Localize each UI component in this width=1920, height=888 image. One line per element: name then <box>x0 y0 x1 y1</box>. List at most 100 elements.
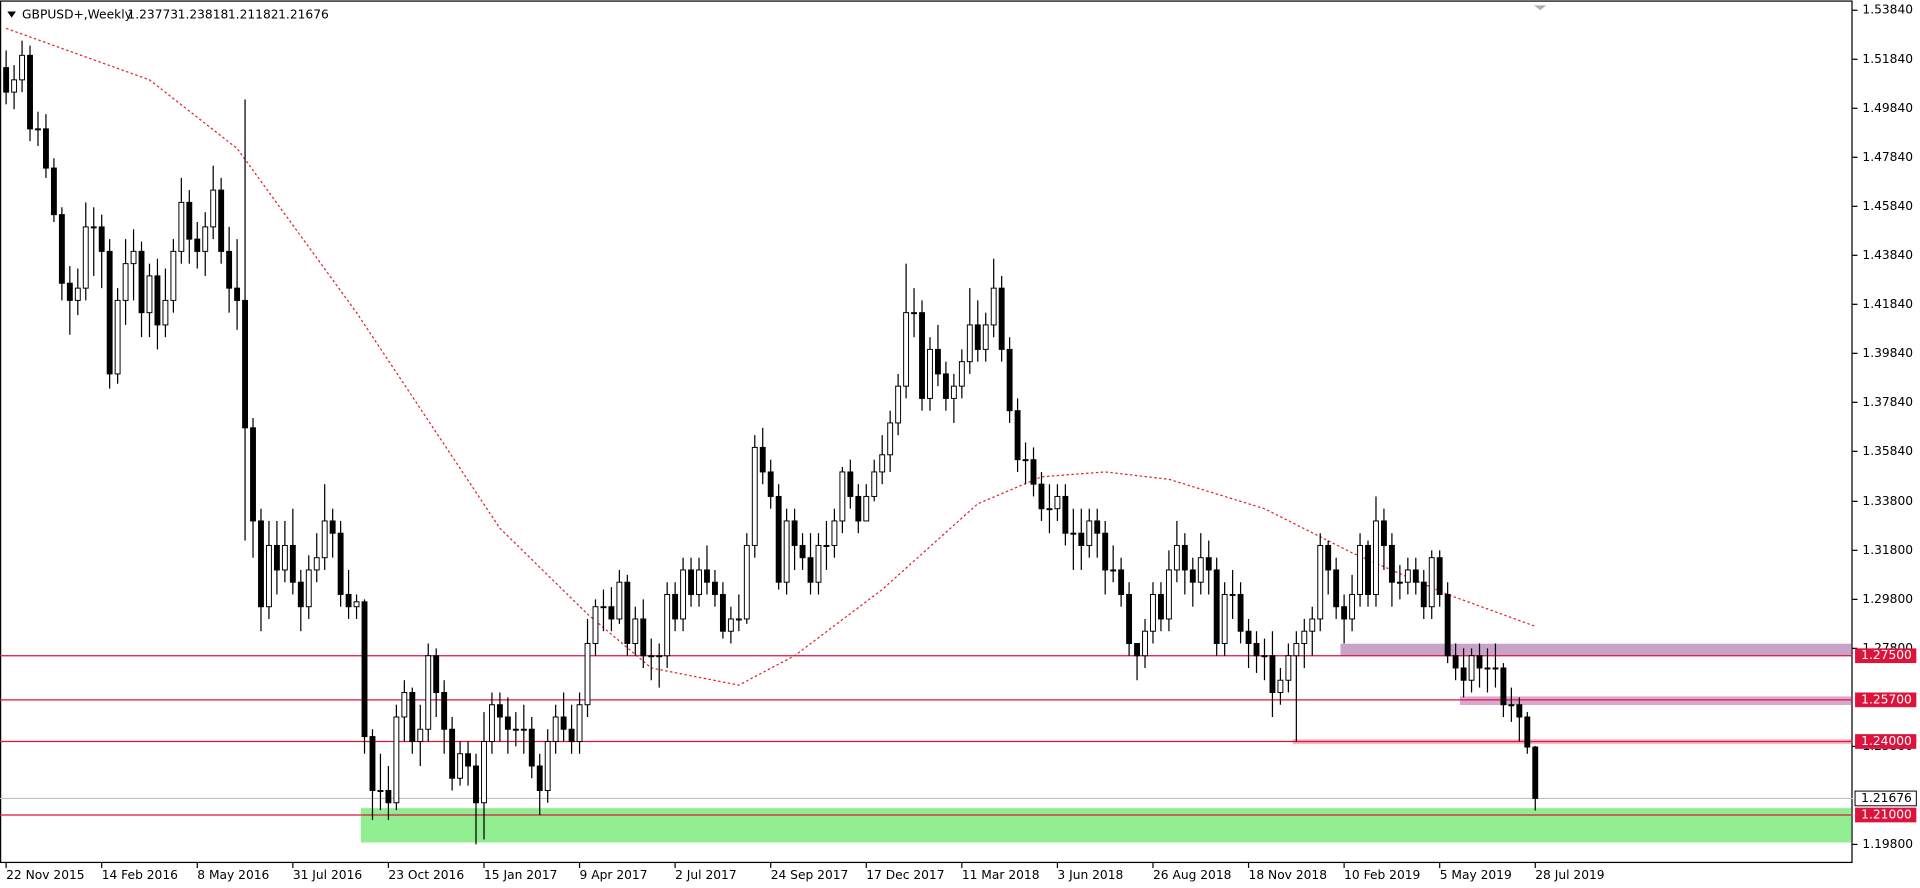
candle-body <box>1277 679 1284 693</box>
candle-body <box>1006 348 1013 412</box>
candle-body <box>1309 618 1316 632</box>
candle-body <box>608 606 615 620</box>
candle-body <box>345 593 352 608</box>
candle-body <box>839 471 846 522</box>
candle-body <box>719 593 726 632</box>
candle-body <box>178 201 185 252</box>
x-tick-label: 17 Dec 2017 <box>866 868 944 882</box>
level-label-box <box>1855 807 1917 823</box>
candle-body <box>544 741 551 791</box>
candle-body <box>759 446 766 473</box>
candle-body <box>1388 544 1395 583</box>
candle-body <box>592 606 599 644</box>
candle-body <box>1444 593 1451 657</box>
candle-body <box>3 67 10 93</box>
level-label: 1.21000 <box>1861 808 1912 822</box>
x-tick-label: 28 Jul 2019 <box>1535 868 1604 882</box>
candle-body <box>1046 508 1053 511</box>
candle-body <box>1285 655 1292 681</box>
level-label: 1.24000 <box>1861 734 1912 748</box>
candle-body <box>170 250 177 301</box>
candle-body <box>1341 606 1348 620</box>
y-tick-label: 1.37840 <box>1862 395 1913 409</box>
candle-body <box>536 765 543 791</box>
candle-body <box>1357 544 1363 595</box>
candle-body <box>1221 593 1228 644</box>
candle-body <box>1381 520 1387 546</box>
candle-body <box>186 201 193 240</box>
candle-body <box>1524 716 1531 748</box>
candle-body <box>775 495 782 583</box>
level-label: 1.27500 <box>1861 648 1912 662</box>
candle-body <box>1181 544 1188 571</box>
candle-body <box>297 581 304 608</box>
candle-body <box>807 557 814 583</box>
candle-body <box>1118 569 1125 595</box>
candle-body <box>98 226 105 252</box>
candle-body <box>1054 495 1061 510</box>
candle-body <box>496 704 503 718</box>
candle-body <box>1126 593 1133 644</box>
candle-body <box>528 728 535 767</box>
candle-body <box>616 581 623 620</box>
candle-body <box>449 728 456 779</box>
header-open: 1.23773 <box>127 8 178 22</box>
candle-body <box>576 704 583 742</box>
candle-body <box>911 312 917 315</box>
chart-title: GBPUSD+,Weekly <box>22 8 132 22</box>
candle-body <box>751 446 758 546</box>
candle-body <box>1420 581 1427 608</box>
candle-body <box>19 54 25 81</box>
candle-body <box>11 79 18 93</box>
y-tick-label: 1.33800 <box>1862 494 1913 508</box>
candle-body <box>489 704 495 742</box>
candle-body <box>1110 569 1117 572</box>
x-tick-label: 18 Nov 2018 <box>1249 868 1327 882</box>
candle-body <box>1197 557 1204 583</box>
candle-body <box>457 753 464 779</box>
candle-body <box>799 544 806 559</box>
candle-body <box>735 618 742 621</box>
candle-body <box>1078 532 1085 546</box>
candle-body <box>1253 642 1260 657</box>
candle-body <box>1476 655 1483 669</box>
candle-body <box>584 642 591 706</box>
candle-body <box>250 427 256 522</box>
candle-body <box>138 250 145 314</box>
candle-body <box>1412 569 1419 583</box>
x-tick-label: 8 May 2016 <box>197 868 269 882</box>
candle-body <box>919 312 925 399</box>
x-tick-label: 11 Mar 2018 <box>962 868 1040 882</box>
candle-body <box>520 728 527 731</box>
candle-body <box>1349 593 1356 620</box>
candle-body <box>473 765 479 804</box>
candle-body <box>1142 630 1148 657</box>
candle-body <box>305 569 312 608</box>
candle-body <box>1452 655 1459 669</box>
candle-body <box>648 655 655 658</box>
candle-body <box>879 454 886 473</box>
candle-body <box>1532 746 1539 799</box>
candle-body <box>696 569 702 595</box>
x-tick-label: 3 Jun 2018 <box>1057 868 1123 882</box>
candle-body <box>441 691 448 730</box>
candle-body <box>417 728 424 742</box>
candle-body <box>887 422 894 456</box>
candle-body <box>552 716 559 742</box>
candle-body <box>727 618 734 632</box>
header-low: 1.21182 <box>228 8 279 22</box>
candle-body <box>1317 544 1324 620</box>
candle-body <box>321 520 328 559</box>
candle-body <box>409 691 416 742</box>
x-tick-label: 9 Apr 2017 <box>580 868 648 882</box>
candle-body <box>313 557 320 571</box>
candle-body <box>114 299 121 375</box>
candle-body <box>1325 544 1332 571</box>
y-tick-label: 1.53840 <box>1862 3 1913 17</box>
current-price-label: 1.21676 <box>1861 791 1912 805</box>
candle-body <box>998 287 1005 350</box>
y-tick-label: 1.19800 <box>1862 837 1913 851</box>
y-tick-label: 1.45840 <box>1862 199 1913 213</box>
candle-body <box>1062 495 1069 534</box>
y-tick-label: 1.39840 <box>1862 346 1913 360</box>
